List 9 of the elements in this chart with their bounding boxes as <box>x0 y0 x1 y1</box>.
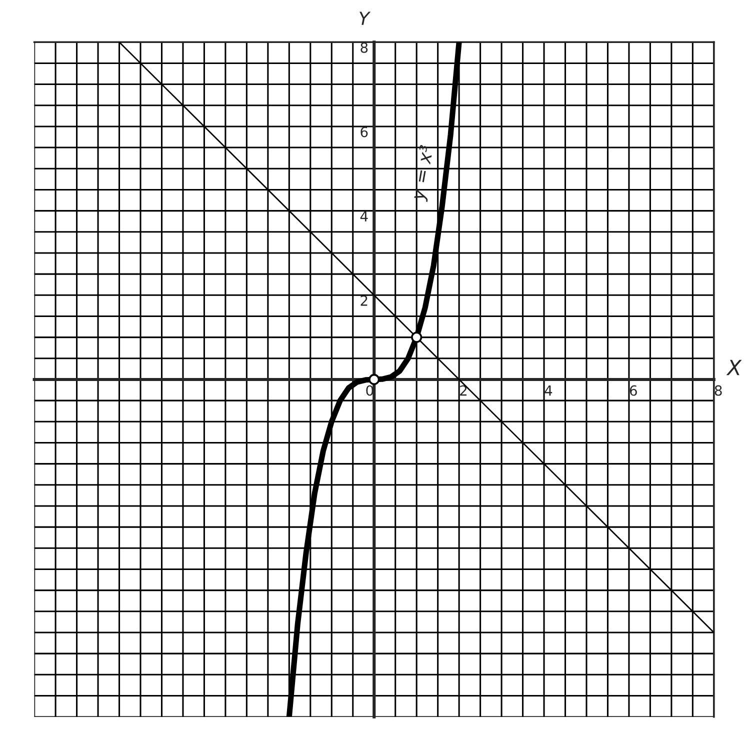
text: y = x³ <box>410 144 437 202</box>
y-tick-label: 4 <box>360 211 368 222</box>
x-tick-label: 2 <box>460 385 467 396</box>
y-tick-label: 6 <box>360 126 368 138</box>
x-tick-label: 6 <box>630 385 637 396</box>
y-tick-label: 8 <box>360 42 368 53</box>
y-axis-title: Y <box>360 12 371 25</box>
x-axis-title: X <box>726 360 742 376</box>
y-tick-label: 2 <box>360 295 368 306</box>
